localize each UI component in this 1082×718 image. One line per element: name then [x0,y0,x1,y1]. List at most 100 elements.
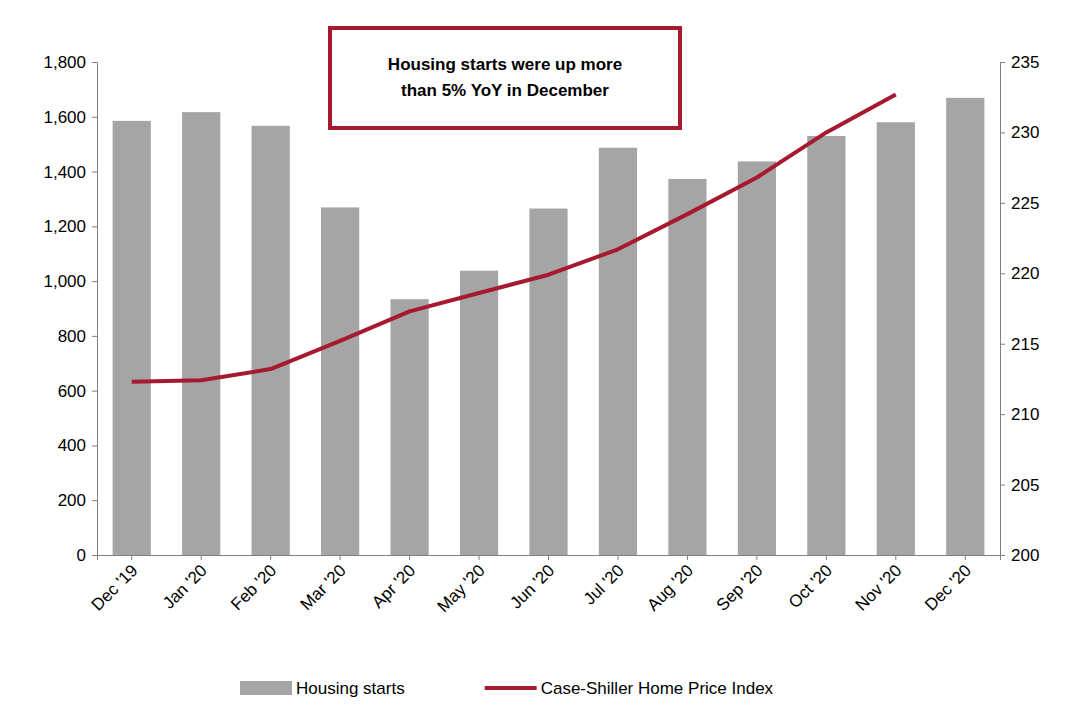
tick: Mar '20 [297,555,350,614]
tick-label: Mar '20 [297,561,350,614]
tick-label: Jan '20 [159,561,211,613]
x-axis: Dec '19Jan '20Feb '20Mar '20Apr '20May '… [88,555,1001,616]
annotation-box [330,28,680,128]
tick: Dec '20 [921,555,975,615]
tick: 215 [1000,335,1039,354]
tick: Dec '19 [88,555,142,615]
tick: 235 [1000,53,1039,72]
axis-line [1001,63,1006,556]
tick-label: 1,600 [43,108,86,127]
bar [877,122,915,555]
tick-label: 235 [1011,53,1039,72]
line [132,94,896,381]
legend-item: Housing starts [240,679,405,698]
tick: May '20 [434,555,489,616]
tick-label: 215 [1011,335,1039,354]
tick-mark [270,555,271,560]
tick-label: 205 [1011,476,1039,495]
tick-label: 1,200 [43,217,86,236]
tick-label: Dec '19 [88,561,142,615]
tick-mark [548,555,549,560]
tick: 600 [58,382,97,401]
tick-label: 400 [58,436,86,455]
tick-mark [409,555,410,560]
tick: 200 [58,491,97,510]
tick: Jan '20 [159,555,211,613]
tick-mark [1000,132,1005,133]
tick: Jun '20 [506,555,558,613]
tick: 1,000 [43,272,97,291]
annotation-line: Housing starts were up more [388,55,622,74]
tick: 1,400 [43,162,97,181]
tick-label: 600 [58,382,86,401]
tick-mark [756,555,757,560]
annotation-text: Housing starts were up morethan 5% YoY i… [388,55,622,100]
bar [252,126,290,555]
tick-label: 1,800 [43,53,86,72]
tick-mark [92,391,97,392]
legend-swatch [485,686,537,690]
annotation: Housing starts were up morethan 5% YoY i… [330,28,680,128]
tick-label: Jul '20 [580,561,628,609]
tick-mark [92,336,97,337]
tick-label: 225 [1011,194,1039,213]
bar-series [113,98,985,555]
tick-mark [92,555,97,556]
tick-mark [1000,414,1005,415]
tick-label: 230 [1011,123,1039,142]
tick-mark [1000,273,1005,274]
chart: 0 200 400 600 800 1,000 1,200 1,400 1,600 1,800 20… [0,0,1082,718]
tick: Aug '20 [643,555,697,615]
tick: 1,800 [43,53,97,72]
bar [738,161,776,555]
bar [182,112,220,555]
tick-label: Dec '20 [921,561,975,615]
tick: Feb '20 [227,555,280,614]
tick-mark [92,281,97,282]
tick: 220 [1000,264,1039,283]
tick-mark [895,555,896,560]
tick: Oct '20 [785,555,836,612]
tick-mark [617,555,618,560]
tick-label: May '20 [434,561,489,616]
tick-label: Sep '20 [713,561,767,615]
tick: 225 [1000,194,1039,213]
tick-mark [1000,344,1005,345]
tick: 1,600 [43,108,97,127]
legend-item: Case-Shiller Home Price Index [485,679,774,698]
tick-label: 210 [1011,405,1039,424]
tick-mark [340,555,341,560]
tick-mark [92,172,97,173]
tick-label: 800 [58,327,86,346]
tick: 800 [58,327,97,346]
bar [321,207,359,555]
tick-label: 220 [1011,264,1039,283]
y-axis: 0 200 400 600 800 1,000 1,200 1,400 1,600 1,800 [43,53,97,565]
tick-label: 200 [58,491,86,510]
tick: 200 [1000,546,1039,565]
bar [460,271,498,555]
tick-label: 200 [1011,546,1039,565]
legend-label: Case-Shiller Home Price Index [541,679,774,698]
tick-mark [92,226,97,227]
legend-label: Housing starts [296,679,405,698]
tick-mark [92,62,97,63]
tick: 210 [1000,405,1039,424]
tick-mark [201,555,202,560]
tick: 0 [77,546,97,565]
tick: 205 [1000,476,1039,495]
axis-line [98,556,1001,561]
tick-mark [1000,485,1005,486]
tick-label: Oct '20 [785,561,836,612]
tick-label: Feb '20 [227,561,280,614]
bar [390,299,428,555]
tick-mark [92,445,97,446]
tick-label: Jun '20 [506,561,558,613]
bar [113,121,151,555]
tick-mark [92,500,97,501]
bar [807,136,845,555]
tick: Sep '20 [713,555,767,615]
bar [529,209,567,555]
tick-label: Aug '20 [643,561,697,615]
legend-swatch [240,681,292,695]
